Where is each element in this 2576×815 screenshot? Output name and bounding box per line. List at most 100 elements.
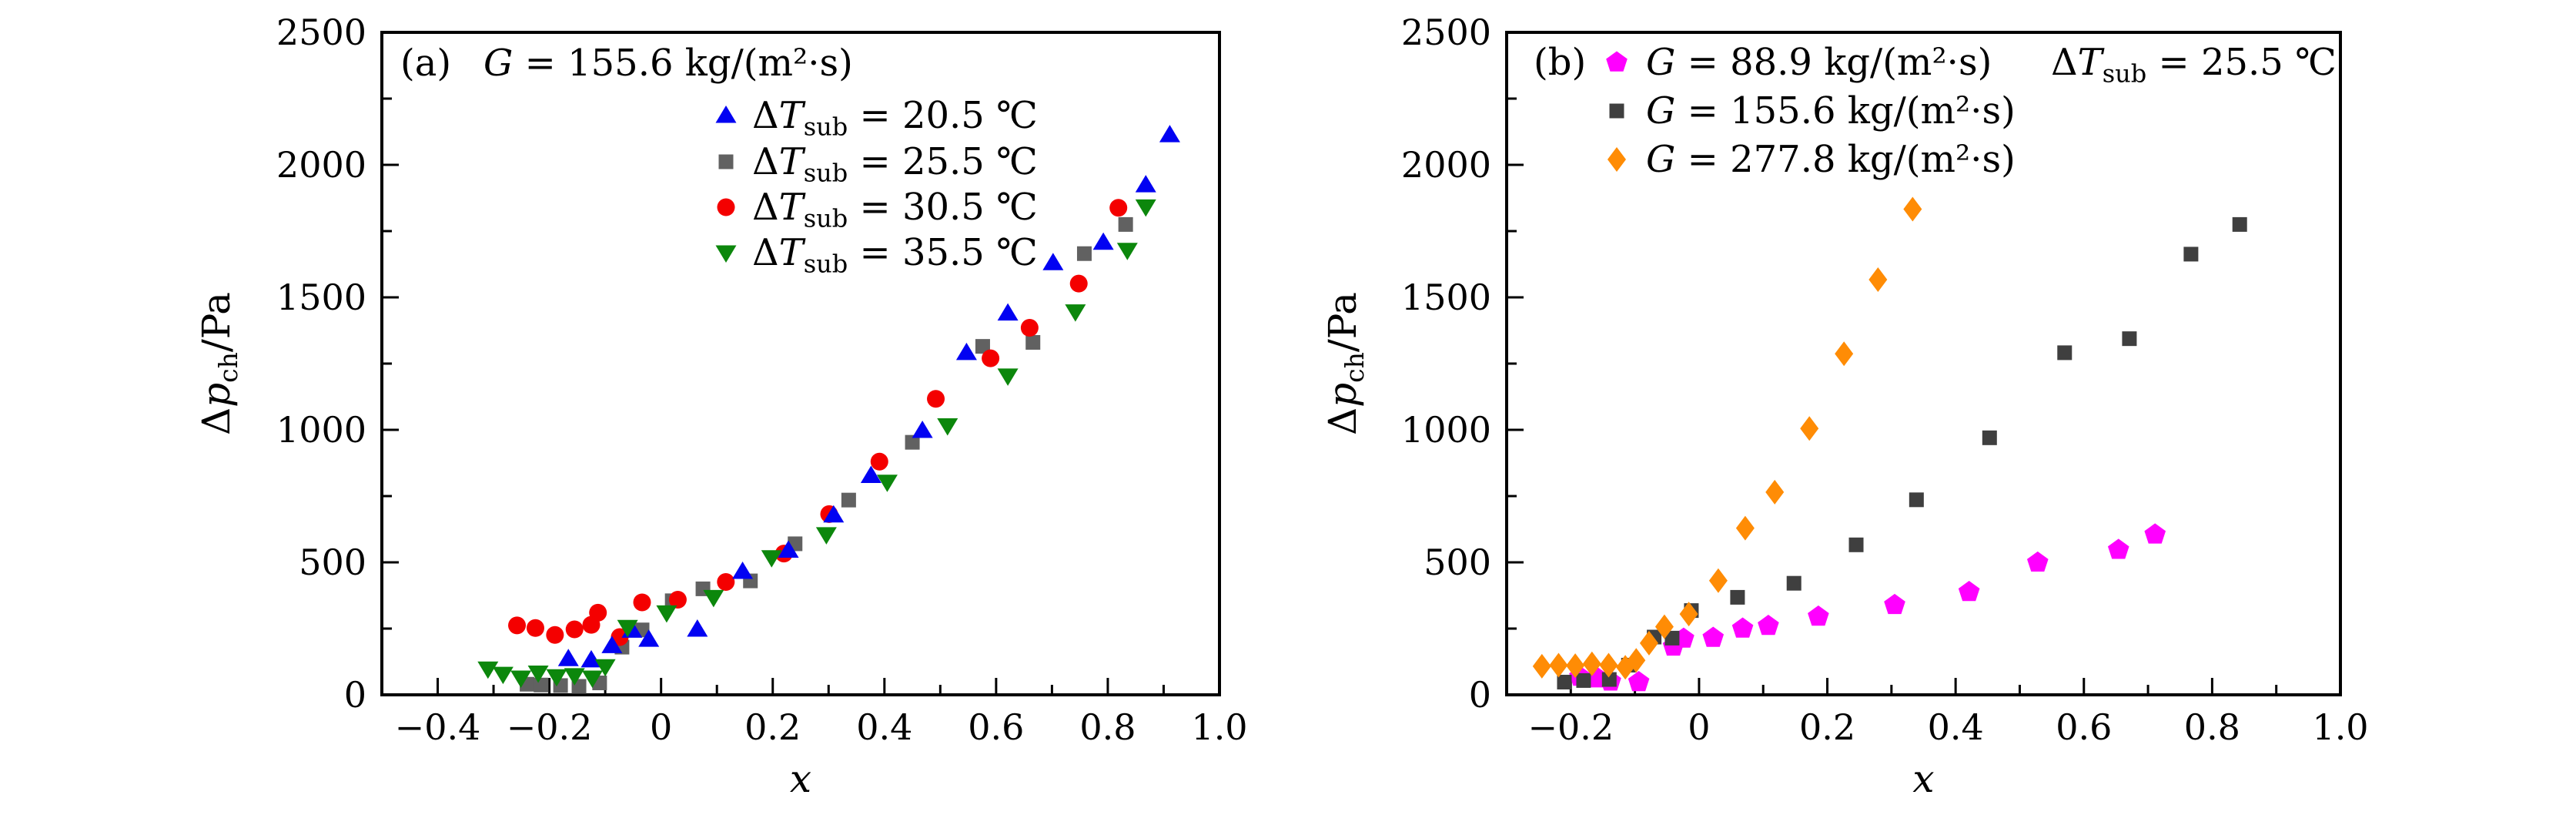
data-point (564, 668, 585, 686)
data-point (617, 619, 638, 638)
panel-label: (a) (400, 42, 451, 85)
data-point (1532, 653, 1551, 679)
plot-frame (1505, 31, 2342, 696)
data-point (2144, 523, 2166, 544)
data-point (1576, 672, 1591, 688)
data-point (1765, 479, 1785, 505)
x-tick-label: 0 (650, 706, 672, 748)
data-point (927, 390, 945, 408)
data-point (1868, 267, 1888, 292)
legend-marker-circle (717, 198, 735, 216)
y-tick-label: 500 (299, 542, 366, 583)
data-point (508, 616, 527, 635)
data-point (1758, 615, 1779, 636)
y-tick-label: 1000 (276, 409, 366, 451)
panel-a: −0.4 −0.2 0 0.2 0.4 0.6 0.8 1.0 0 500 1000 1500 2000… (194, 12, 1248, 801)
legend-label: G = 277.8 kg/(m²·s) (1646, 138, 2016, 181)
data-point (1654, 614, 1674, 639)
data-point (1786, 575, 1802, 591)
data-point (2183, 247, 2199, 262)
data-point (633, 593, 651, 612)
x-tick-label: 0.4 (856, 706, 912, 748)
data-point (1582, 651, 1601, 676)
legend-entry: G = 88.9 kg/(m²·s) (1606, 41, 1992, 84)
x-tick-label: 1.0 (2312, 706, 2368, 748)
data-point (581, 670, 603, 688)
y-tick-label: 0 (344, 674, 366, 716)
data-point (937, 418, 958, 436)
data-point (1835, 341, 1854, 367)
data-point (2026, 551, 2049, 572)
y-tick-label: 2000 (1401, 144, 1491, 186)
y-axis-label: Δpch/Pa (194, 292, 243, 435)
y-tick-label: 1500 (1401, 277, 1491, 318)
data-point (778, 540, 799, 558)
data-point (1042, 253, 1064, 270)
legend-marker-triangle-down (715, 245, 737, 263)
data-point (477, 661, 499, 679)
data-point (1557, 674, 1572, 689)
legend-label: ΔTsub = 35.5 ℃ (752, 231, 1038, 279)
series-triangle-down (477, 199, 1156, 688)
data-point (1702, 626, 1725, 647)
data-point (841, 492, 856, 508)
legend-entry: ΔTsub = 30.5 ℃ (717, 186, 1038, 233)
series-circle (508, 199, 1128, 646)
legend-entry: ΔTsub = 25.5 ℃ (718, 140, 1038, 188)
data-point (1808, 605, 1829, 626)
y-tick-label: 2500 (276, 12, 366, 53)
data-point (905, 434, 920, 450)
y-axis-label: Δpch/Pa (1320, 292, 1370, 435)
condition-label: G = 155.6 kg/(m²·s) (483, 42, 853, 85)
data-point (2057, 345, 2073, 361)
data-point (1549, 652, 1568, 678)
legend-entry: G = 277.8 kg/(m²·s) (1607, 138, 2016, 181)
data-point (1135, 199, 1156, 217)
series-diamond (1532, 196, 1922, 680)
data-point (1159, 125, 1180, 143)
data-point (1601, 672, 1617, 687)
data-point (656, 605, 677, 623)
data-point (860, 465, 882, 484)
panel-label: (b) (1534, 41, 1586, 84)
data-point (1848, 537, 1864, 552)
y-tick-label: 1000 (1401, 409, 1491, 451)
x-tick-label: 0.2 (744, 706, 801, 748)
data-point (492, 666, 514, 685)
data-point (1903, 196, 1922, 222)
legend-marker-square (718, 154, 734, 169)
data-point (546, 626, 564, 644)
data-point (1069, 274, 1088, 293)
x-tick-label: 0.4 (1928, 706, 1984, 748)
legend-label: ΔTsub = 25.5 ℃ (752, 140, 1038, 188)
data-point (1664, 630, 1680, 646)
data-point (1020, 319, 1039, 337)
x-tick-label: −0.4 (395, 706, 481, 748)
legend-entry: ΔTsub = 20.5 ℃ (715, 94, 1038, 142)
condition-label: ΔTsub = 25.5 ℃ (2051, 41, 2337, 89)
data-point (601, 636, 623, 653)
data-point (997, 368, 1019, 386)
legend-marker-diamond (1607, 147, 1626, 172)
data-point (732, 562, 754, 579)
data-point (997, 303, 1019, 321)
x-tick-label: 0.6 (968, 706, 1024, 748)
data-point (1731, 617, 1754, 638)
data-point (982, 349, 1000, 367)
y-tick-label: 1500 (276, 277, 366, 318)
data-points (1532, 196, 2247, 692)
data-point (638, 629, 660, 647)
data-point (815, 527, 837, 545)
legend-entry: G = 155.6 kg/(m²·s) (1609, 89, 2016, 132)
data-point (703, 589, 724, 608)
data-point (526, 619, 544, 637)
data-point (2107, 538, 2129, 559)
y-tick-label: 2500 (1401, 12, 1491, 53)
data-point (1118, 216, 1133, 232)
x-tick-label: −0.2 (1527, 706, 1614, 748)
data-point (1628, 670, 1650, 692)
data-point (876, 475, 898, 492)
data-point (2232, 216, 2247, 232)
